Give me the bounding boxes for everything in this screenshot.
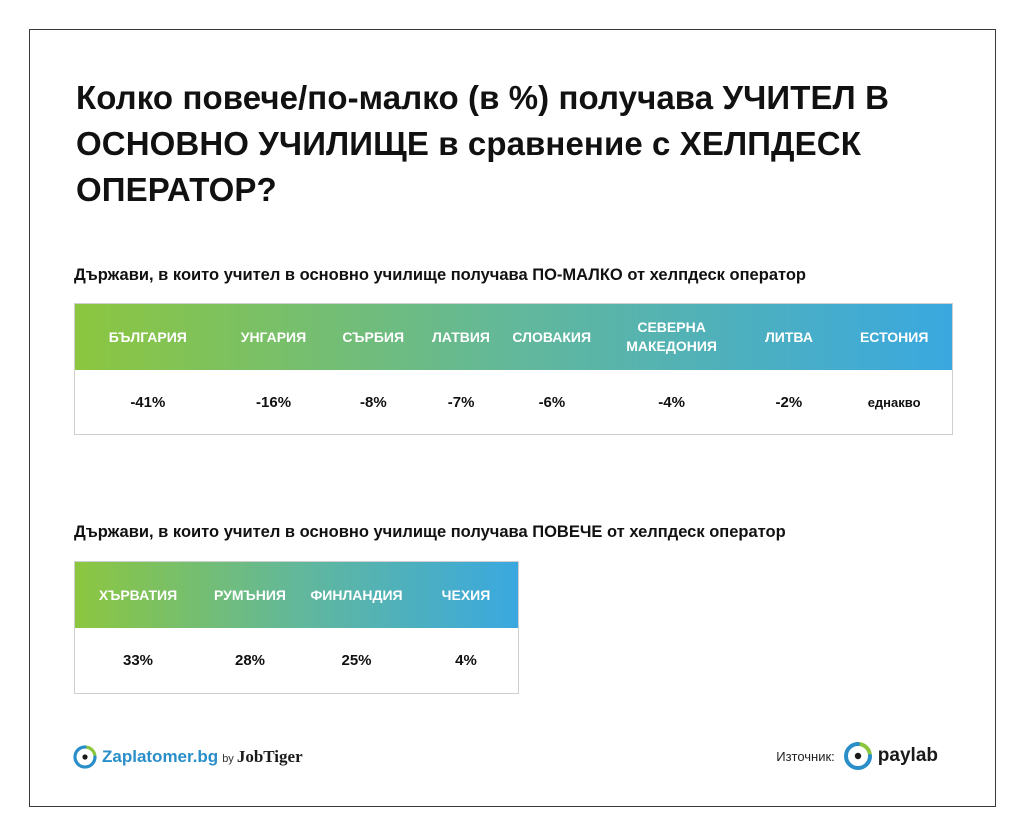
less-table-header: БЪЛГАРИЯ УНГАРИЯ СЪРБИЯ ЛАТВИЯ СЛОВАКИЯ … bbox=[75, 304, 952, 370]
by-label: by bbox=[222, 753, 234, 765]
less-section-heading: Държави, в които учител в основно училищ… bbox=[74, 266, 807, 284]
more-table-header: ХЪРВАТИЯ РУМЪНИЯ ФИНЛАНДИЯ ЧЕХИЯ bbox=[75, 562, 518, 628]
country-header: ЕСТОНИЯ bbox=[859, 328, 929, 345]
country-header: СЕВЕРНА МАКЕДОНИЯ bbox=[626, 319, 717, 354]
jobtiger-brand: JobTiger bbox=[236, 747, 303, 766]
country-header: ЧЕХИЯ bbox=[441, 586, 491, 603]
paylab-brand[interactable]: paylab bbox=[877, 745, 938, 766]
infographic-frame: Колко повече/по-малко (в %) получава УЧИ… bbox=[29, 29, 996, 807]
value-cell: -2% bbox=[775, 393, 803, 411]
page-title: Колко повече/по-малко (в %) получава УЧИ… bbox=[76, 79, 890, 208]
value-cell: -16% bbox=[256, 393, 292, 411]
zaplatomer-logo-icon bbox=[73, 745, 97, 769]
more-table-values: 33% 28% 25% 4% bbox=[75, 628, 518, 692]
country-header: БЪЛГАРИЯ bbox=[108, 328, 187, 345]
value-cell: 25% bbox=[341, 651, 372, 669]
country-header: ФИНЛАНДИЯ bbox=[310, 586, 403, 603]
country-header: СЪРБИЯ bbox=[342, 328, 405, 345]
paylab-logo-icon bbox=[843, 742, 872, 770]
country-header: СЛОВАКИЯ bbox=[512, 328, 592, 345]
value-cell: 28% bbox=[234, 651, 266, 669]
value-cell: 4% bbox=[455, 651, 477, 669]
value-cell: -8% bbox=[359, 393, 387, 411]
country-header: УНГАРИЯ bbox=[240, 328, 307, 345]
less-table-values: -41% -16% -8% -7% -6% -4% -2% еднакво bbox=[75, 370, 952, 434]
country-header: ЛАТВИЯ bbox=[431, 328, 490, 345]
more-section-heading: Държави, в които учител в основно училищ… bbox=[74, 523, 786, 541]
less-table: БЪЛГАРИЯ УНГАРИЯ СЪРБИЯ ЛАТВИЯ СЛОВАКИЯ … bbox=[74, 303, 953, 435]
value-cell: -6% bbox=[538, 393, 566, 411]
zaplatomer-logo[interactable]: Zaplatomer.bg by JobTiger bbox=[73, 742, 303, 772]
country-header: РУМЪНИЯ bbox=[214, 586, 286, 603]
value-cell: -41% bbox=[130, 393, 166, 411]
zaplatomer-brand: Zaplatomer.bg bbox=[102, 747, 219, 766]
more-table: ХЪРВАТИЯ РУМЪНИЯ ФИНЛАНДИЯ ЧЕХИЯ 33% 28%… bbox=[74, 561, 519, 694]
source-label: Източник: bbox=[776, 748, 835, 764]
country-header: ЛИТВА bbox=[764, 328, 813, 345]
source-credit: Източник: paylab bbox=[776, 739, 938, 773]
value-cell: 33% bbox=[122, 651, 154, 669]
value-cell: еднакво bbox=[867, 394, 921, 410]
value-cell: -7% bbox=[447, 393, 475, 411]
country-header: ХЪРВАТИЯ bbox=[98, 586, 178, 603]
value-cell: -4% bbox=[658, 393, 685, 411]
